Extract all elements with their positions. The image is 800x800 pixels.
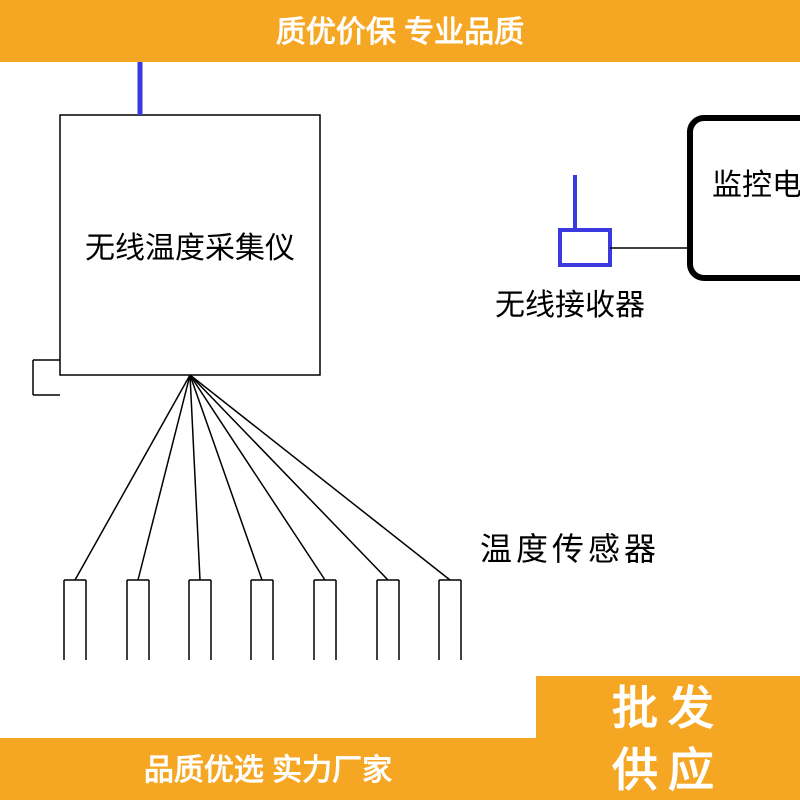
banner-bottom-left: 品质优选 实力厂家 — [0, 738, 536, 800]
fan-line — [190, 375, 325, 580]
banner-bottom-left-text: 品质优选 实力厂家 — [144, 753, 392, 787]
collector-label: 无线温度采集仪 — [85, 232, 295, 265]
fan-line — [138, 375, 190, 580]
monitor-label: 监控电 — [712, 169, 800, 202]
receiver-group: 无线接收器 — [495, 175, 690, 322]
monitor-group: 监控电 — [690, 118, 800, 278]
receiver-box — [560, 230, 610, 265]
fan-line — [75, 375, 190, 580]
banner-top-text: 质优价保 专业品质 — [276, 16, 524, 49]
banner-bottom-right: 批发 供应 — [536, 676, 800, 800]
banner-bottom-right-text-top: 批发 — [612, 682, 724, 734]
banner-bottom-right-text-bottom: 供应 — [612, 744, 724, 796]
sensor-bars — [64, 580, 461, 660]
sensor-label: 温度传感器 — [480, 531, 660, 567]
fan-line — [190, 375, 262, 580]
fan-lines — [75, 375, 450, 580]
fan-line — [190, 375, 450, 580]
fan-line — [190, 375, 388, 580]
receiver-label: 无线接收器 — [495, 289, 645, 322]
banner-top: 质优价保 专业品质 — [0, 0, 800, 62]
fan-line — [190, 375, 200, 580]
collector-group: 无线温度采集仪 — [33, 62, 320, 395]
diagram-canvas: 质优价保 专业品质 无线温度采集仪 无线接收器 监控电 温度传感器 品质优选 实… — [0, 0, 800, 800]
